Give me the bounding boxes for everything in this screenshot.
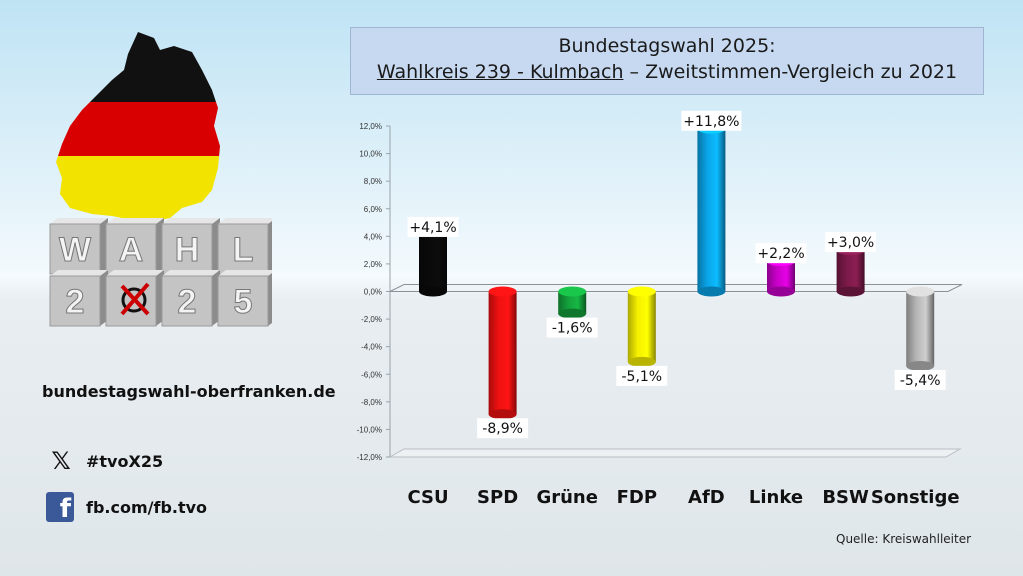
logo-block-letter: 2 [66, 283, 85, 321]
data-label: +2,2% [757, 246, 804, 262]
y-tick-label: 4,0% [364, 232, 382, 241]
y-tick-label: 0,0% [364, 288, 382, 297]
logo-block-letter: H [175, 231, 200, 269]
y-tick-label: -6,0% [361, 370, 382, 379]
category-label: Grüne [536, 487, 598, 508]
bar-bottom-cap [488, 409, 517, 420]
logo-block-letter: 2 [178, 283, 197, 321]
y-tick-label: -10,0% [357, 425, 382, 434]
logo-block: 2 [161, 270, 220, 327]
y-tick-label: -4,0% [361, 343, 382, 352]
category-label: Linke [749, 487, 803, 508]
x-hashtag-row[interactable]: 𝕏 #tvoX25 [48, 447, 164, 475]
chart-axes: 12,0% 10,0% 8,0% 6,0% 4,0% 2,0% 0,0% -2,0% -4,0%… [357, 122, 963, 462]
bar-spd [488, 286, 517, 420]
data-label: -1,6% [552, 321, 593, 337]
hashtag-text: #tvoX25 [86, 451, 164, 471]
logo-block: A [105, 218, 164, 275]
data-label-bg [477, 418, 529, 439]
category-label: Sonstige [871, 487, 960, 508]
y-tick-label: 6,0% [364, 205, 382, 214]
data-label: +3,0% [827, 235, 874, 251]
logo-block-letter: 5 [234, 283, 253, 321]
facebook-icon: f [46, 492, 74, 522]
x-logo-icon: 𝕏 [51, 447, 71, 475]
bar-afd [697, 123, 726, 297]
logo-block: 5 [217, 270, 272, 327]
bar-bsw [836, 245, 865, 297]
bar-bottom-cap [697, 286, 726, 297]
bar-top-cap [558, 286, 587, 297]
data-label: +11,8% [683, 114, 739, 130]
data-label: +4,1% [409, 220, 456, 236]
bar-body [906, 291, 935, 366]
website-link[interactable]: bundestagswahl-oberfranken.de [42, 382, 336, 401]
bar-body [836, 250, 865, 292]
y-tick-label: -2,0% [361, 315, 382, 324]
facebook-text: fb.com/fb.tvo [86, 497, 208, 517]
chart-title-box: Bundestagswahl 2025: Wahlkreis 239 - Kul… [350, 27, 984, 95]
bar-sonstige [906, 286, 935, 371]
logo-block-letter: A [119, 231, 144, 269]
data-label: -5,1% [621, 369, 662, 385]
ballot-cross-icon [120, 282, 150, 316]
bar-top-cap [488, 286, 517, 297]
data-label-bg [546, 317, 598, 338]
bar-bottom-cap [836, 286, 865, 297]
y-tick-label: -8,0% [361, 398, 382, 407]
category-label: CSU [407, 487, 448, 508]
category-label: FDP [617, 487, 657, 508]
category-label: BSW [822, 487, 869, 508]
bar-body [697, 128, 726, 292]
y-tick-label: 8,0% [364, 177, 382, 186]
data-label: -5,4% [900, 373, 941, 389]
logo-block: W [49, 218, 108, 275]
data-label-bg [894, 369, 946, 390]
bar-bottom-cap [906, 360, 935, 371]
zero-baseline [389, 284, 963, 292]
bar-bottom-cap [419, 286, 447, 297]
bar-body [419, 234, 447, 292]
facebook-row[interactable]: f fb.com/fb.tvo [46, 492, 207, 522]
logo-block: L [217, 218, 272, 275]
bar-body [767, 261, 795, 292]
chart-floor [388, 448, 962, 458]
chart-title: Bundestagswahl 2025: [558, 35, 776, 57]
y-tick-label: 12,0% [359, 122, 382, 131]
bar-bottom-cap [558, 308, 587, 319]
data-label-bg [755, 243, 807, 264]
bar-body [558, 291, 587, 314]
bar-fdp [627, 286, 656, 367]
constituency-link: Wahlkreis 239 - Kulmbach [376, 61, 624, 83]
category-label: SPD [477, 487, 518, 508]
data-label-bg [825, 232, 877, 253]
data-label-bg [616, 365, 668, 386]
source-note: Quelle: Kreiswahlleiter [836, 532, 972, 546]
y-tick-label: -12,0% [357, 453, 382, 462]
bar-body [627, 291, 656, 362]
y-tick-label: 10,0% [359, 150, 382, 159]
bar-top-cap [906, 286, 935, 297]
logo-block-letter: L [233, 231, 254, 269]
chart-bars [419, 123, 935, 420]
y-tick-label: 2,0% [364, 260, 382, 269]
bar-body [488, 291, 517, 415]
bar-bottom-cap [627, 356, 656, 367]
bar-csu [419, 229, 447, 297]
data-label-bg [681, 110, 742, 131]
chart-subtitle: Wahlkreis 239 - Kulmbach – Zweitstimmen-… [376, 61, 958, 83]
bar-bottom-cap [767, 286, 795, 297]
data-label-bg [407, 216, 459, 237]
logo-block-letter: W [59, 231, 92, 269]
data-label: -8,9% [482, 421, 523, 437]
category-label: AfD [688, 487, 725, 508]
bar-grüne [558, 286, 587, 319]
bar-top-cap [627, 286, 656, 297]
chart-labels: +4,1% CSU -8,9% SPD -1,6% Grüne -5,1% FDP +11,8%… [407, 110, 960, 508]
